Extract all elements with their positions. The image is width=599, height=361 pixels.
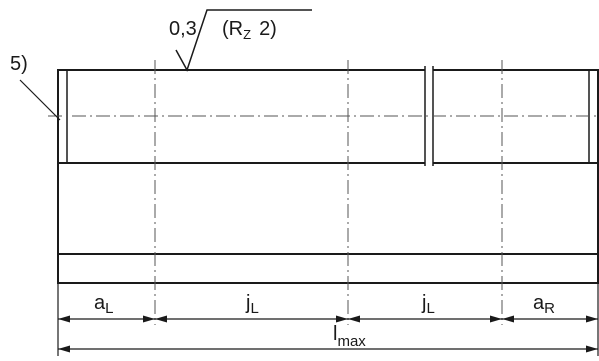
arrowhead [58,315,70,323]
arrowhead [348,315,360,323]
arrowhead [143,315,155,323]
dim-label-j-left: jL [245,292,259,317]
callout-label: 5) [10,53,28,75]
arrowhead [155,315,167,323]
dim-label-j-right: jL [421,292,435,317]
callout-leader-line [19,79,61,121]
arrowhead [502,315,514,323]
dim-label-a-right: aR [533,292,555,317]
arrowhead [586,315,598,323]
arrowhead [58,345,70,353]
rail-body-outline [57,162,599,284]
dim-label-a-left: aL [94,292,113,317]
dim-label-total: lmax [333,323,366,350]
roughness-spec: (RZ 2) [222,18,277,42]
break-gap [425,66,433,166]
arrowhead [336,315,348,323]
roughness-value: 0,3 [169,18,197,40]
arrowhead [490,315,502,323]
arrowhead [586,345,598,353]
roughness-symbol [175,9,312,72]
